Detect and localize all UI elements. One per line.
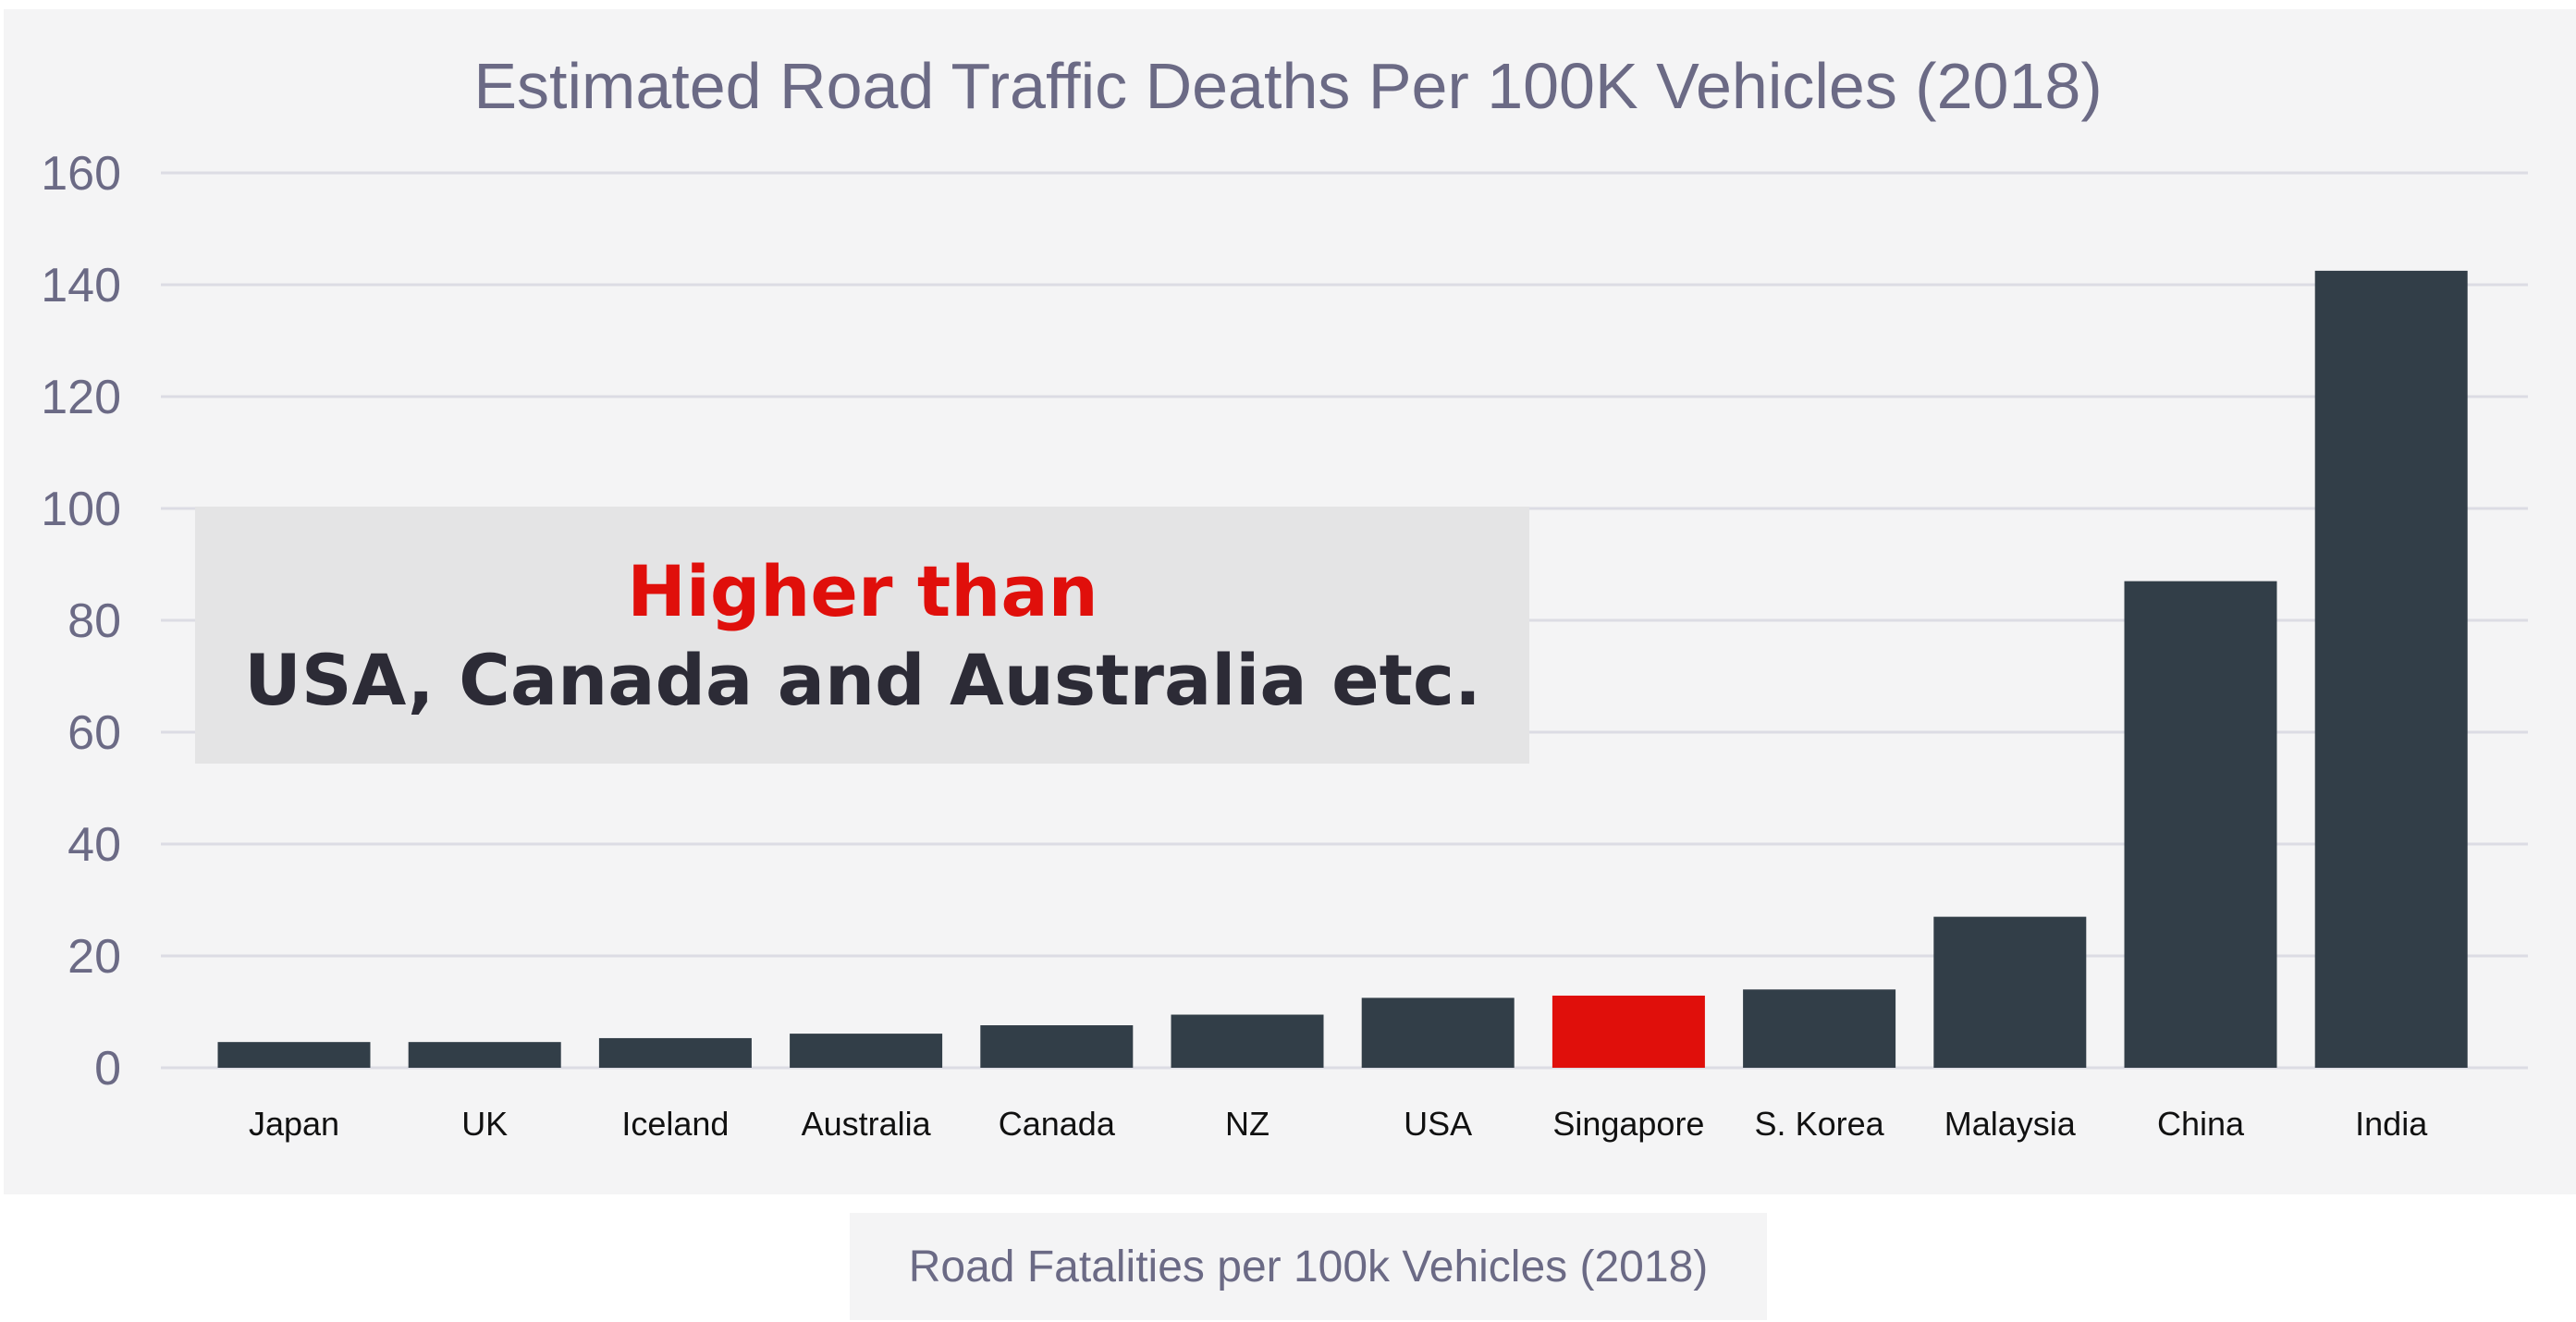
legend-series-label: Road Fatalities per 100k Vehicles (2018) bbox=[908, 1242, 1709, 1291]
chart-panel: Estimated Road Traffic Deaths Per 100K V… bbox=[4, 9, 2576, 1194]
x-category-label: Iceland bbox=[621, 1105, 729, 1143]
bar-usa bbox=[1361, 998, 1515, 1068]
x-category-label: China bbox=[2157, 1105, 2245, 1143]
x-category-label: Japan bbox=[249, 1105, 339, 1143]
y-tick-label: 60 bbox=[67, 706, 121, 760]
bar-chart: Estimated Road Traffic Deaths Per 100K V… bbox=[41, 50, 2528, 1143]
x-category-label: Singapore bbox=[1552, 1105, 1704, 1143]
annotation-line2: USA, Canada and Australia etc. bbox=[244, 639, 1481, 721]
bar-nz bbox=[1171, 1014, 1324, 1068]
bar-singapore bbox=[1552, 995, 1705, 1068]
annotation-line1: Higher than bbox=[627, 550, 1098, 632]
bar-iceland bbox=[598, 1037, 752, 1068]
annotation-callout: Higher than USA, Canada and Australia et… bbox=[195, 507, 1529, 764]
bar-canada bbox=[980, 1025, 1134, 1068]
y-axis-ticks: 0 20 40 60 80 100 120 140 160 bbox=[41, 147, 121, 1096]
y-tick-label: 160 bbox=[41, 147, 121, 201]
bar-india bbox=[2314, 270, 2468, 1068]
y-tick-label: 40 bbox=[67, 818, 121, 872]
y-tick-label: 80 bbox=[67, 594, 121, 648]
y-tick-label: 100 bbox=[41, 483, 121, 536]
bar-japan bbox=[217, 1042, 371, 1068]
x-category-label: Malaysia bbox=[1944, 1105, 2077, 1143]
x-category-label: S. Korea bbox=[1755, 1105, 1885, 1143]
bar-malaysia bbox=[1933, 916, 2087, 1068]
x-category-label: USA bbox=[1404, 1105, 1472, 1143]
x-category-label: Canada bbox=[999, 1105, 1116, 1143]
y-tick-label: 0 bbox=[94, 1042, 121, 1096]
y-tick-label: 120 bbox=[41, 371, 121, 424]
y-tick-label: 20 bbox=[67, 930, 121, 984]
x-axis-labels: Japan UK Iceland Australia Canada NZ USA Singap… bbox=[249, 1105, 2428, 1143]
bar-china bbox=[2124, 581, 2277, 1068]
x-category-label: India bbox=[2355, 1105, 2428, 1143]
chart-title: Estimated Road Traffic Deaths Per 100K V… bbox=[473, 50, 2102, 122]
bar-s-korea bbox=[1743, 989, 1896, 1068]
bar-uk bbox=[408, 1042, 561, 1068]
bar-australia bbox=[790, 1034, 943, 1068]
legend: Road Fatalities per 100k Vehicles (2018) bbox=[850, 1213, 1767, 1320]
bars bbox=[217, 270, 2468, 1068]
x-category-label: Australia bbox=[802, 1105, 932, 1143]
annotation-box bbox=[195, 507, 1529, 764]
x-category-label: NZ bbox=[1225, 1105, 1270, 1143]
x-category-label: UK bbox=[461, 1105, 508, 1143]
y-tick-label: 140 bbox=[41, 259, 121, 312]
